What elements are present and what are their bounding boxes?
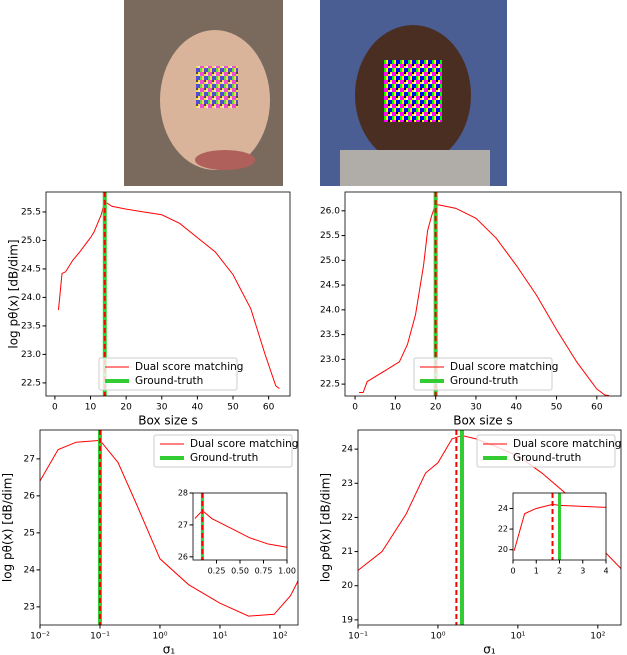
y-tick-label: 23 — [24, 602, 35, 612]
x-tick-label: 1.00 — [278, 567, 296, 576]
legend-label: Dual score matching — [513, 438, 621, 450]
x-axis-label: σ₁ — [163, 643, 176, 655]
y-tick-label: 23 — [342, 479, 353, 489]
y-axis-label: log pθ(x) [dB/dim] — [1, 473, 15, 582]
face-image-left — [124, 0, 283, 186]
x-tick-label: 60 — [263, 403, 275, 413]
x-tick-label: 40 — [192, 403, 204, 413]
y-tick-label: 27 — [178, 520, 188, 529]
y-tick-label: 20 — [342, 581, 354, 591]
x-tick-label: 4 — [603, 567, 608, 576]
y-tick-label: 24.0 — [21, 293, 41, 303]
x-tick-label: 10² — [590, 632, 605, 642]
figure: 010203040506022.523.023.524.024.525.025.… — [0, 0, 627, 655]
y-tick-label: 24.5 — [320, 281, 340, 291]
x-tick-label: 10⁰ — [430, 632, 445, 642]
x-tick-label: 0.50 — [231, 567, 249, 576]
legend-label: Dual score matching — [190, 438, 298, 450]
x-tick-label: 10⁻¹ — [348, 632, 368, 642]
legend-label: Dual score matching — [450, 361, 558, 373]
x-tick-label: 10¹ — [510, 632, 525, 642]
y-tick-label: 22.5 — [21, 378, 41, 388]
y-tick-label: 24.0 — [320, 305, 340, 315]
x-tick-label: 0 — [510, 567, 515, 576]
y-axis-label: log pθ(x) [dB/dim] — [319, 473, 333, 582]
chart: 0 10 20 30 40 50 60 22.5 23.0 23.5 24.0 24.5 25.0 25.… — [320, 192, 621, 428]
x-tick-label: 1 — [534, 567, 539, 576]
y-tick-label: 24 — [24, 565, 36, 575]
x-tick-label: 0.75 — [255, 567, 273, 576]
legend-label: Ground-truth — [513, 452, 581, 464]
x-tick-label: 0.25 — [208, 567, 226, 576]
y-tick-label: 26 — [178, 552, 188, 561]
y-tick-label: 25 — [24, 528, 35, 538]
x-tick-label: 10 — [85, 403, 97, 413]
x-tick-label: 10¹ — [212, 632, 227, 642]
legend-label: Ground-truth — [450, 375, 518, 387]
y-tick-label: 25.5 — [21, 207, 41, 217]
plot-area — [193, 493, 287, 560]
y-tick-label: 20 — [498, 545, 508, 554]
y-tick-label: 23.0 — [21, 350, 41, 360]
y-tick-label: 27 — [24, 454, 35, 464]
y-tick-label: 22.5 — [320, 380, 340, 390]
x-tick-label: 40 — [511, 403, 523, 413]
x-tick-label: 60 — [591, 403, 603, 413]
x-tick-label: 30 — [470, 403, 482, 413]
x-tick-label: 0 — [352, 403, 358, 413]
y-tick-label: 22 — [498, 525, 508, 534]
y-tick-label: 23.5 — [320, 330, 340, 340]
y-tick-label: 25.0 — [21, 236, 41, 246]
legend-label: Dual score matching — [135, 361, 243, 373]
y-tick-label: 28 — [178, 489, 188, 498]
y-tick-label: 24 — [342, 445, 354, 455]
face-image-right — [320, 0, 507, 186]
x-tick-label: 10⁰ — [152, 632, 167, 642]
x-tick-label: 0 — [52, 403, 58, 413]
x-tick-label: 20 — [430, 403, 442, 413]
y-tick-label: 21 — [342, 547, 353, 557]
legend-label: Ground-truth — [190, 452, 258, 464]
x-axis-label: Box size s — [138, 414, 197, 428]
y-tick-label: 24.5 — [21, 264, 41, 274]
y-tick-label: 25.0 — [320, 256, 340, 266]
x-tick-label: 10² — [272, 632, 287, 642]
y-tick-label: 19 — [342, 615, 354, 625]
x-tick-label: 30 — [156, 403, 168, 413]
y-tick-label: 25.5 — [320, 231, 340, 241]
x-tick-label: 10⁻² — [30, 632, 50, 642]
y-tick-label: 26.0 — [320, 206, 340, 216]
x-tick-label: 50 — [551, 403, 563, 413]
y-tick-label: 26 — [24, 491, 36, 501]
x-tick-label: 2 — [557, 567, 562, 576]
x-tick-label: 10⁻¹ — [90, 632, 110, 642]
y-tick-label: 23.5 — [21, 321, 41, 331]
x-axis-label: Box size s — [453, 414, 512, 428]
x-axis-label: σ₁ — [483, 643, 496, 655]
chart: 0 10 20 30 40 50 60 22.5 23.0 23.5 24.0 24.5 25.0 25.… — [7, 192, 291, 428]
y-tick-label: 24 — [498, 504, 508, 513]
x-tick-label: 3 — [580, 567, 585, 576]
x-tick-label: 50 — [227, 403, 239, 413]
x-tick-label: 20 — [120, 403, 132, 413]
x-tick-label: 10 — [390, 403, 402, 413]
legend-label: Ground-truth — [135, 375, 203, 387]
y-axis-label: log pθ(x) [dB/dim] — [7, 239, 21, 348]
y-tick-label: 23.0 — [320, 355, 340, 365]
y-tick-label: 22 — [342, 513, 353, 523]
